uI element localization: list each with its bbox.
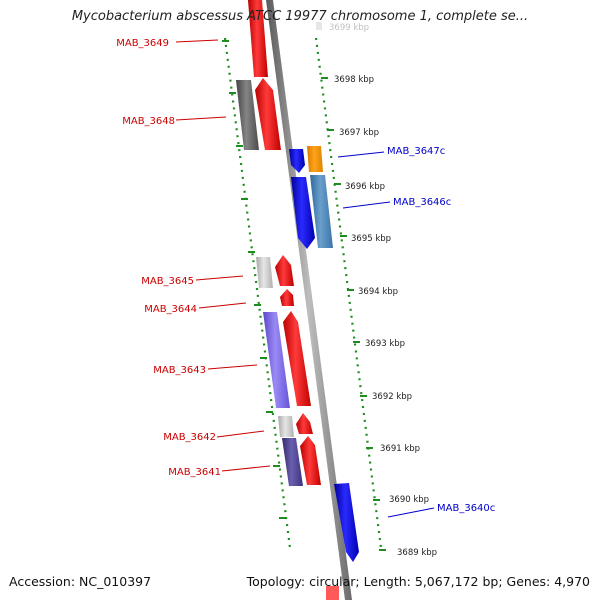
gene-arrow-mab3642 bbox=[296, 413, 313, 434]
scale-label: 3695 kbp bbox=[351, 234, 391, 244]
scale-label: 3692 kbp bbox=[372, 392, 412, 402]
chromosome-backbone bbox=[266, 0, 352, 600]
scale-label-partial: 3699 kbp bbox=[329, 23, 369, 33]
scale-label: 3690 kbp bbox=[389, 495, 429, 505]
page-title: Mycobacterium abscessus ATCC 19977 chrom… bbox=[71, 9, 529, 24]
gene-arrow-mab3649 bbox=[248, 0, 268, 77]
gene-label-mab3646c: MAB_3646c bbox=[393, 197, 451, 208]
scale-label: 3689 kbp bbox=[397, 548, 437, 558]
gene-arrow-mab3644 bbox=[280, 289, 294, 306]
outer-guide-left bbox=[223, 37, 292, 549]
gene-arrow-mab3647c bbox=[289, 149, 305, 173]
scale-label: 3697 kbp bbox=[339, 128, 379, 138]
label-leader-lines bbox=[175, 39, 435, 518]
gene-arrows bbox=[248, 0, 359, 562]
cog-bar-mab3641 bbox=[282, 438, 303, 486]
gene-label-mab3649: MAB_3649 bbox=[116, 38, 169, 49]
cog-bar-mab3643 bbox=[263, 312, 290, 408]
cog-bar-mab3645 bbox=[256, 257, 273, 288]
scale-label: 3691 kbp bbox=[380, 444, 420, 454]
genome-summary-text: Topology: circular; Length: 5,067,172 bp… bbox=[246, 574, 590, 589]
gene-label-mab3647c: MAB_3647c bbox=[387, 146, 445, 157]
cog-bars bbox=[236, 80, 333, 486]
gene-label-mab3641: MAB_3641 bbox=[168, 467, 221, 478]
gene-labels-forward: MAB_3649 MAB_3648 MAB_3645 MAB_3644 MAB_… bbox=[116, 38, 221, 478]
scale-label: 3694 kbp bbox=[358, 287, 398, 297]
cog-bar-mab3646c bbox=[310, 175, 333, 248]
gene-arrow-mab3641 bbox=[300, 436, 321, 485]
gene-arrow-mab3648 bbox=[255, 78, 281, 150]
scale-label: 3698 kbp bbox=[334, 75, 374, 85]
outer-guide-right bbox=[314, 37, 383, 549]
scale-label: 3696 kbp bbox=[345, 182, 385, 192]
gene-arrow-mab3640c bbox=[334, 483, 359, 562]
gene-label-mab3642: MAB_3642 bbox=[163, 432, 216, 443]
gene-label-mab3648: MAB_3648 bbox=[122, 116, 175, 127]
scale-labels: 3699 kbp 3698 kbp 3697 kbp 3696 kbp 3695… bbox=[329, 23, 437, 558]
gene-labels-reverse: MAB_3647c MAB_3646c MAB_3640c bbox=[387, 146, 495, 514]
gene-label-mab3640c: MAB_3640c bbox=[437, 503, 495, 514]
cog-bar-mab3648 bbox=[236, 80, 259, 150]
scale-label: 3693 kbp bbox=[365, 339, 405, 349]
gene-arrow-mab3646c bbox=[291, 177, 315, 249]
scale-tick-marks bbox=[222, 40, 386, 551]
cog-bar-mab3642 bbox=[278, 416, 294, 437]
gene-arrow-mab3643 bbox=[283, 311, 311, 406]
cog-bar-mab3647c bbox=[307, 146, 323, 172]
accession-text: Accession: NC_010397 bbox=[9, 574, 152, 589]
gene-label-mab3644: MAB_3644 bbox=[144, 304, 197, 315]
gene-arrow-mab3645 bbox=[275, 255, 294, 286]
gene-label-mab3643: MAB_3643 bbox=[153, 365, 206, 376]
gene-label-mab3645: MAB_3645 bbox=[141, 276, 194, 287]
